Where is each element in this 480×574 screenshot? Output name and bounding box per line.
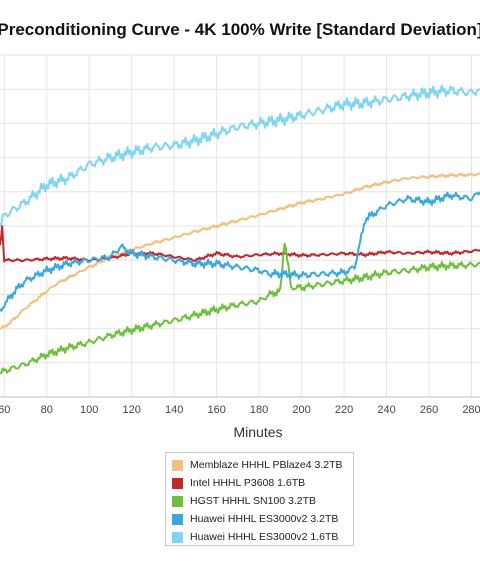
x-tick-label: 80 — [41, 404, 53, 416]
legend-label: Huawei HHHL ES3000v2 1.6TB — [190, 531, 339, 543]
legend-swatch — [172, 531, 183, 543]
x-tick-label: 260 — [420, 404, 438, 416]
legend-swatch — [172, 477, 183, 489]
x-tick-label: 160 — [207, 404, 225, 416]
legend-item: Memblaze HHHL PBlaze4 3.2TB — [172, 456, 353, 474]
x-tick-label: 200 — [292, 404, 310, 416]
legend-swatch — [172, 459, 183, 471]
series-layer — [0, 84, 480, 375]
legend-swatch — [172, 495, 183, 507]
legend-swatch — [172, 513, 183, 525]
x-tick-label: 240 — [377, 404, 395, 416]
x-tick-label: 280 — [462, 404, 480, 416]
series-line — [0, 242, 480, 375]
series-line — [0, 172, 480, 330]
x-tick-label: 120 — [123, 404, 141, 416]
chart-title: Preconditioning Curve - 4K 100% Write [S… — [0, 20, 480, 39]
legend-item: Intel HHHL P3608 1.6TB — [172, 474, 353, 492]
legend-label: Memblaze HHHL PBlaze4 3.2TB — [190, 459, 343, 471]
legend: Memblaze HHHL PBlaze4 3.2TB Intel HHHL P3… — [165, 452, 354, 546]
x-tick-label: 100 — [80, 404, 98, 416]
grid-layer — [0, 54, 480, 398]
legend-item: Huawei HHHL ES3000v2 1.6TB — [172, 528, 353, 546]
x-tick-label: 180 — [250, 404, 268, 416]
legend-item: HGST HHHL SN100 3.2TB — [172, 492, 353, 510]
tick-layer: 60 80 100 120 140 160 180 200 220 240 260 280 — [0, 404, 480, 416]
x-tick-label: 140 — [165, 404, 183, 416]
legend-label: Intel HHHL P3608 1.6TB — [190, 477, 306, 489]
series-line — [0, 84, 480, 228]
x-axis-label: Minutes — [233, 424, 282, 440]
legend-label: HGST HHHL SN100 3.2TB — [190, 495, 317, 507]
x-tick-label: 220 — [335, 404, 353, 416]
legend-item: Huawei HHHL ES3000v2 3.2TB — [172, 510, 353, 528]
series-line — [0, 191, 480, 312]
series-line — [0, 225, 480, 263]
legend-label: Huawei HHHL ES3000v2 3.2TB — [190, 513, 339, 525]
x-tick-label: 60 — [0, 404, 10, 416]
